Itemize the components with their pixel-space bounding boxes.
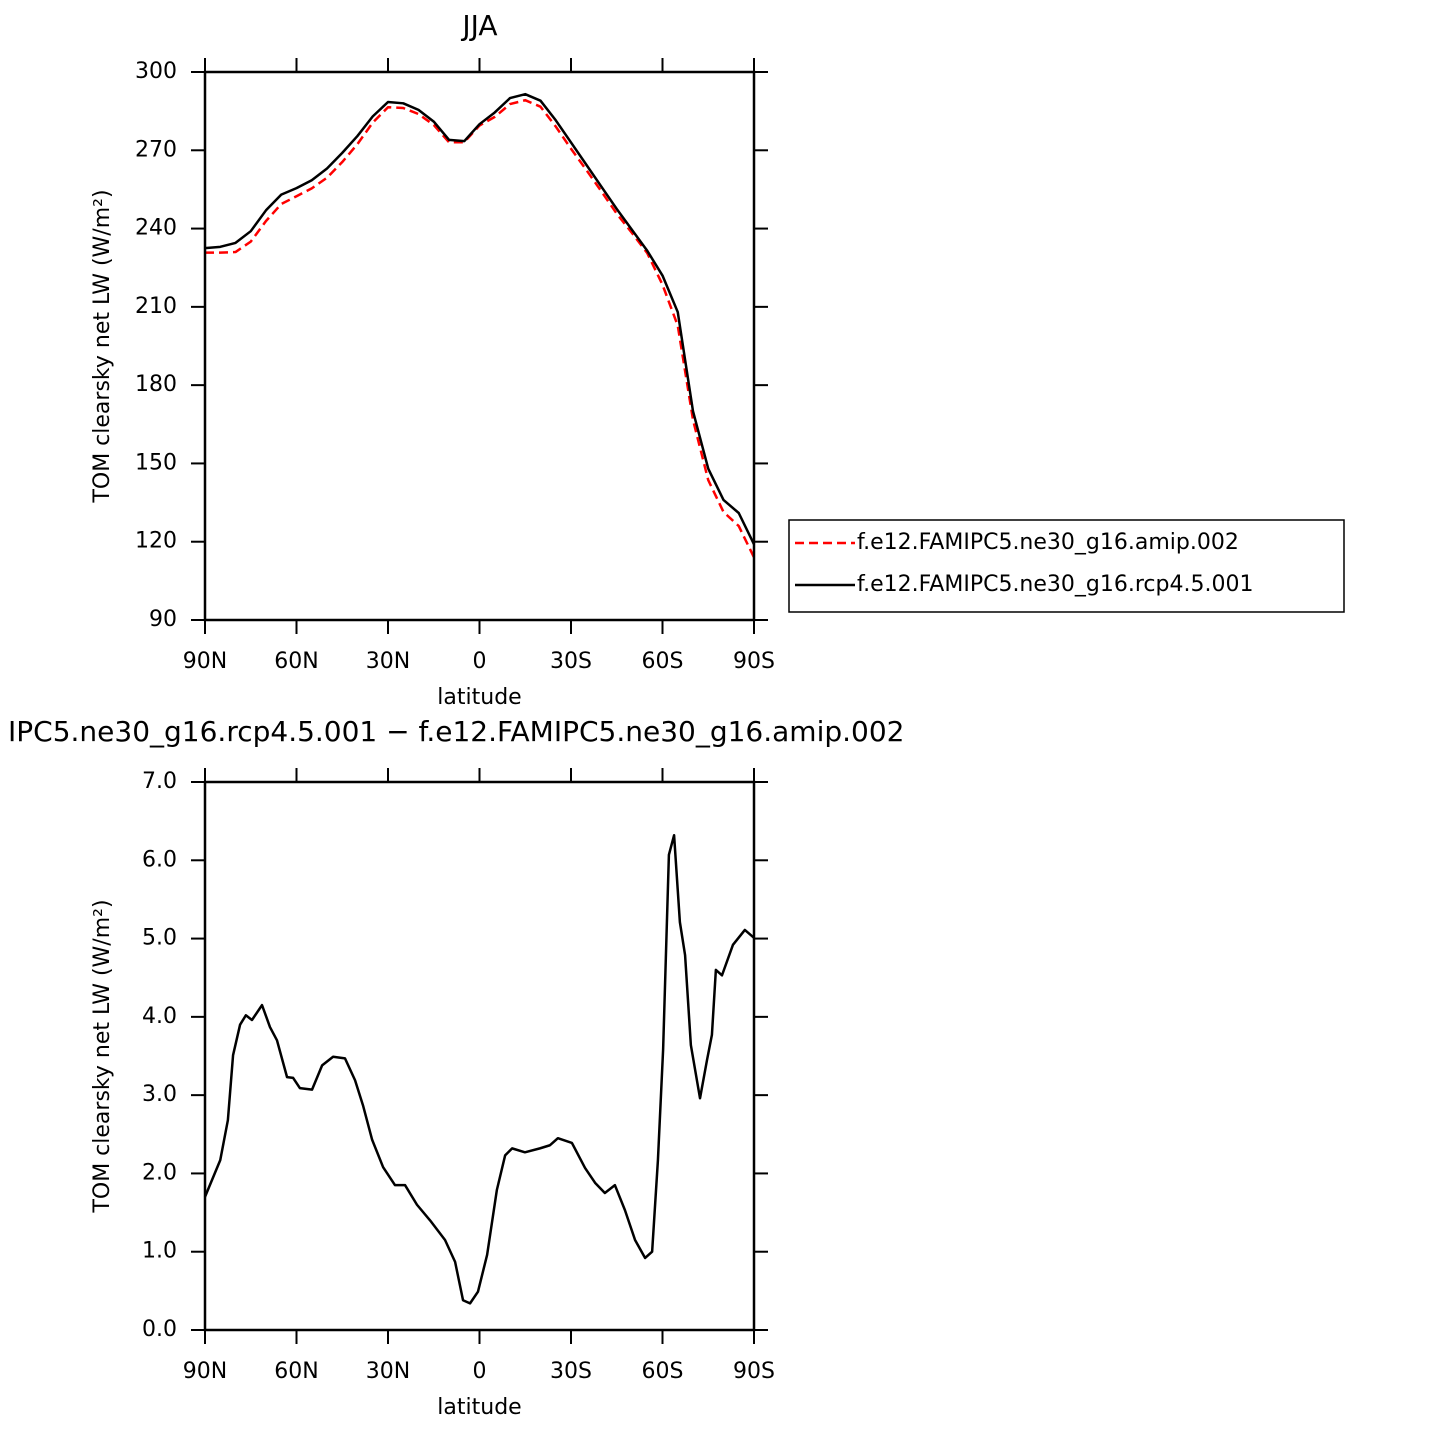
x-tick-label: 60N bbox=[274, 649, 318, 674]
y-tick-label: 7.0 bbox=[142, 769, 177, 794]
x-tick-label: 30N bbox=[366, 1359, 410, 1384]
x-tick-label: 90S bbox=[733, 1359, 775, 1384]
y-tick-label: 6.0 bbox=[142, 847, 177, 872]
legend-box bbox=[788, 519, 1345, 613]
y-tick-label: 120 bbox=[135, 529, 177, 554]
y-tick-label: 270 bbox=[135, 137, 177, 162]
plot-frame bbox=[203, 70, 756, 622]
x-tick-label: 90N bbox=[183, 649, 227, 674]
y-tick-label: 180 bbox=[135, 372, 177, 397]
y-tick-label: 0.0 bbox=[142, 1317, 177, 1342]
x-axis-label: latitude bbox=[437, 1395, 521, 1420]
y-tick-label: 3.0 bbox=[142, 1082, 177, 1107]
y-tick-label: 4.0 bbox=[142, 1004, 177, 1029]
x-tick-label: 90N bbox=[183, 1359, 227, 1384]
y-tick-label: 210 bbox=[135, 294, 177, 319]
x-tick-label: 30S bbox=[550, 1359, 592, 1384]
x-tick-label: 90S bbox=[733, 649, 775, 674]
chart-title: JJA bbox=[460, 9, 497, 42]
x-axis-label: latitude bbox=[437, 685, 521, 710]
data-line bbox=[204, 92, 756, 545]
data-line bbox=[205, 98, 756, 558]
y-tick-label: 150 bbox=[135, 450, 177, 475]
legend-label: f.e12.FAMIPC5.ne30_g16.amip.002 bbox=[857, 530, 1239, 555]
legend-label: f.e12.FAMIPC5.ne30_g16.rcp4.5.001 bbox=[857, 572, 1253, 597]
x-tick-label: 0 bbox=[473, 649, 487, 674]
x-tick-label: 0 bbox=[473, 1359, 487, 1384]
x-tick-label: 30S bbox=[550, 649, 592, 674]
x-tick-label: 60S bbox=[642, 1359, 684, 1384]
y-tick-label: 90 bbox=[149, 607, 177, 632]
x-tick-label: 60S bbox=[642, 649, 684, 674]
y-tick-label: 5.0 bbox=[142, 926, 177, 951]
x-tick-label: 60N bbox=[274, 1359, 318, 1384]
y-axis-label: TOM clearsky net LW (W/m²) bbox=[90, 189, 115, 503]
y-tick-label: 240 bbox=[135, 216, 177, 241]
chart-title: IPC5.ne30_g16.rcp4.5.001 − f.e12.FAMIPC5… bbox=[8, 715, 904, 748]
y-tick-label: 1.0 bbox=[142, 1239, 177, 1264]
x-tick-label: 30N bbox=[366, 649, 410, 674]
y-tick-label: 300 bbox=[135, 59, 177, 84]
data-line bbox=[203, 833, 755, 1305]
plot-frame bbox=[203, 780, 756, 1332]
y-tick-label: 2.0 bbox=[142, 1160, 177, 1185]
y-axis-label: TOM clearsky net LW (W/m²) bbox=[90, 899, 115, 1213]
